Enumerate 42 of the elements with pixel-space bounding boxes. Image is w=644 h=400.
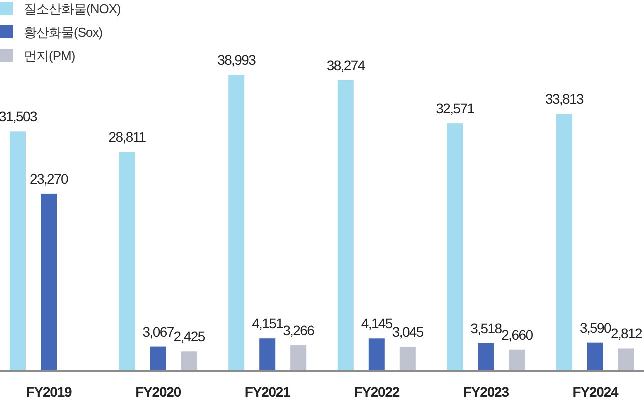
bar — [228, 75, 245, 370]
bar — [150, 346, 166, 370]
data-label: 28,811 — [108, 129, 147, 146]
bar — [588, 342, 604, 370]
data-label: 3,518 — [470, 320, 503, 336]
data-label: 4,145 — [361, 316, 394, 332]
data-label: 23,270 — [30, 170, 70, 187]
bar — [400, 346, 416, 370]
data-label: 3,067 — [142, 324, 175, 340]
data-label: 3,590 — [580, 320, 612, 336]
x-tick-label: FY2024 — [572, 384, 620, 400]
legend-label: 먼지(PM) — [24, 48, 76, 64]
bar — [618, 348, 634, 370]
x-tick-label: FY2022 — [354, 384, 400, 400]
bar — [509, 350, 526, 370]
bar — [119, 152, 136, 370]
bar — [181, 352, 198, 370]
bar — [41, 194, 57, 370]
data-label: 38,274 — [326, 57, 366, 74]
bar — [447, 124, 464, 370]
data-label: 4,151 — [252, 316, 284, 332]
legend-label: 황산화물(Sox) — [24, 25, 103, 40]
data-label: 2,812 — [610, 326, 644, 342]
data-label: 2,660 — [502, 326, 534, 343]
bar — [556, 114, 572, 370]
data-label: 3,045 — [392, 324, 424, 340]
data-label: 38,993 — [218, 52, 257, 68]
data-label: 2,425 — [174, 328, 206, 345]
x-tick-label: FY2019 — [26, 384, 73, 400]
legend-label: 질소산화물(NOX) — [24, 2, 121, 16]
x-tick-label: FY2023 — [463, 384, 510, 400]
bar — [260, 338, 276, 370]
x-tick-label: FY2020 — [136, 384, 182, 400]
data-label: 3,266 — [283, 322, 316, 338]
bar — [368, 338, 385, 370]
data-label: 33,813 — [545, 91, 585, 108]
bar — [290, 345, 307, 370]
data-label: 32,571 — [436, 100, 476, 117]
bar — [10, 132, 26, 370]
bar — [478, 343, 494, 370]
x-tick-label: FY2021 — [244, 384, 292, 400]
bar — [338, 80, 354, 370]
